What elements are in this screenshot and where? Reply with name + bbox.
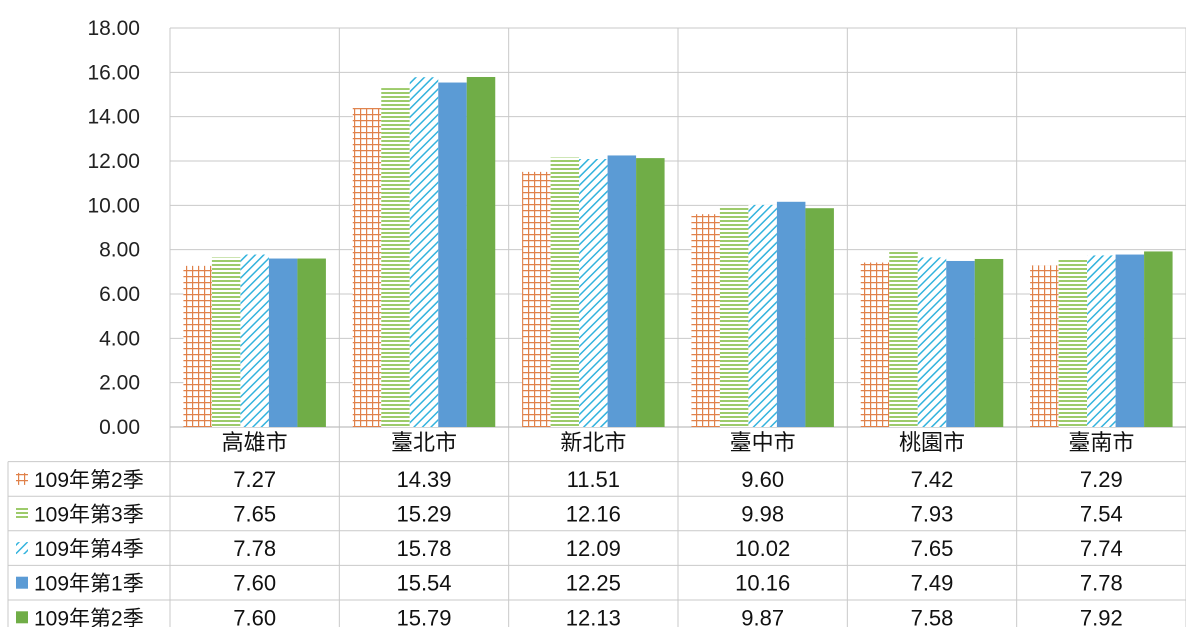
bar	[748, 204, 777, 427]
data-label: 7.27	[233, 467, 276, 492]
bar	[1144, 251, 1173, 427]
data-label: 15.79	[396, 605, 451, 627]
data-label: 15.54	[396, 571, 451, 596]
bar	[1115, 254, 1145, 427]
bar	[776, 201, 806, 427]
y-tick-label: 16.00	[87, 61, 140, 84]
bar	[636, 158, 665, 427]
x-category-label: 臺北市	[391, 430, 457, 455]
y-tick-label: 8.00	[99, 239, 140, 262]
y-tick-label: 12.00	[87, 150, 140, 173]
y-tick-label: 2.00	[99, 372, 140, 395]
bar	[183, 265, 212, 427]
bar	[1087, 255, 1116, 427]
legend-label: 109年第3季	[34, 504, 144, 527]
legend-label: 109年第1季	[34, 573, 144, 596]
data-label: 7.42	[911, 467, 954, 492]
bar	[438, 82, 467, 427]
legend-label: 109年第4季	[34, 538, 144, 561]
data-label: 14.39	[396, 467, 451, 492]
legend-key	[16, 542, 28, 555]
y-tick-label: 14.00	[87, 106, 140, 129]
legend-label: 109年第2季	[34, 607, 144, 627]
legend-key	[16, 507, 28, 520]
data-label: 7.60	[233, 571, 276, 596]
data-label: 7.60	[233, 605, 276, 627]
bar	[1030, 265, 1059, 427]
bar	[381, 88, 410, 428]
data-label: 7.65	[911, 536, 954, 561]
x-category-label: 高雄市	[222, 430, 288, 455]
y-tick-label: 18.00	[87, 17, 140, 40]
legend-key	[16, 472, 28, 485]
data-label: 7.49	[911, 571, 954, 596]
data-label: 12.13	[566, 605, 621, 627]
data-label: 10.02	[735, 536, 790, 561]
data-label: 11.51	[567, 467, 620, 492]
bar	[550, 157, 580, 427]
bar	[691, 214, 720, 427]
data-label: 12.09	[566, 536, 621, 561]
legend-key	[16, 611, 28, 624]
data-label: 9.98	[741, 502, 784, 527]
data-label: 7.54	[1080, 502, 1123, 527]
data-label: 7.93	[911, 502, 954, 527]
data-label: 7.65	[233, 502, 276, 527]
y-tick-label: 4.00	[99, 327, 140, 350]
data-label: 9.60	[741, 467, 784, 492]
bar	[268, 258, 298, 427]
data-label: 7.58	[911, 605, 954, 627]
data-label: 7.78	[233, 536, 276, 561]
x-category-label: 臺南市	[1068, 430, 1134, 455]
bar	[719, 205, 749, 427]
bar	[240, 254, 269, 427]
data-label: 7.92	[1080, 605, 1123, 627]
data-label: 12.16	[566, 502, 621, 527]
bar	[1058, 259, 1088, 427]
x-category-label: 臺中市	[730, 430, 796, 455]
bar	[466, 76, 496, 427]
data-label: 7.74	[1080, 536, 1123, 561]
y-tick-label: 0.00	[99, 416, 140, 439]
x-category-label: 新北市	[560, 430, 626, 455]
bar	[607, 155, 637, 428]
x-category-label: 桃園市	[899, 430, 965, 455]
legend-key	[16, 576, 28, 589]
bar	[522, 171, 551, 427]
bar	[805, 208, 834, 427]
data-label: 9.87	[741, 605, 784, 627]
bar	[579, 159, 608, 427]
bar	[352, 108, 382, 427]
bar	[889, 251, 918, 427]
data-label: 12.25	[566, 571, 621, 596]
bar	[974, 258, 1004, 427]
y-tick-label: 10.00	[87, 194, 140, 217]
bar	[860, 262, 890, 427]
y-tick-label: 6.00	[99, 283, 140, 306]
data-label: 7.29	[1080, 467, 1123, 492]
legend-label: 109年第2季	[34, 469, 144, 492]
data-label: 7.78	[1080, 571, 1123, 596]
bar	[917, 257, 947, 427]
bar	[297, 258, 326, 427]
data-label: 10.16	[735, 571, 790, 596]
bar	[211, 257, 241, 427]
bar	[946, 260, 975, 427]
data-label: 15.29	[396, 502, 451, 527]
data-label: 15.78	[396, 536, 451, 561]
bar	[409, 77, 439, 428]
